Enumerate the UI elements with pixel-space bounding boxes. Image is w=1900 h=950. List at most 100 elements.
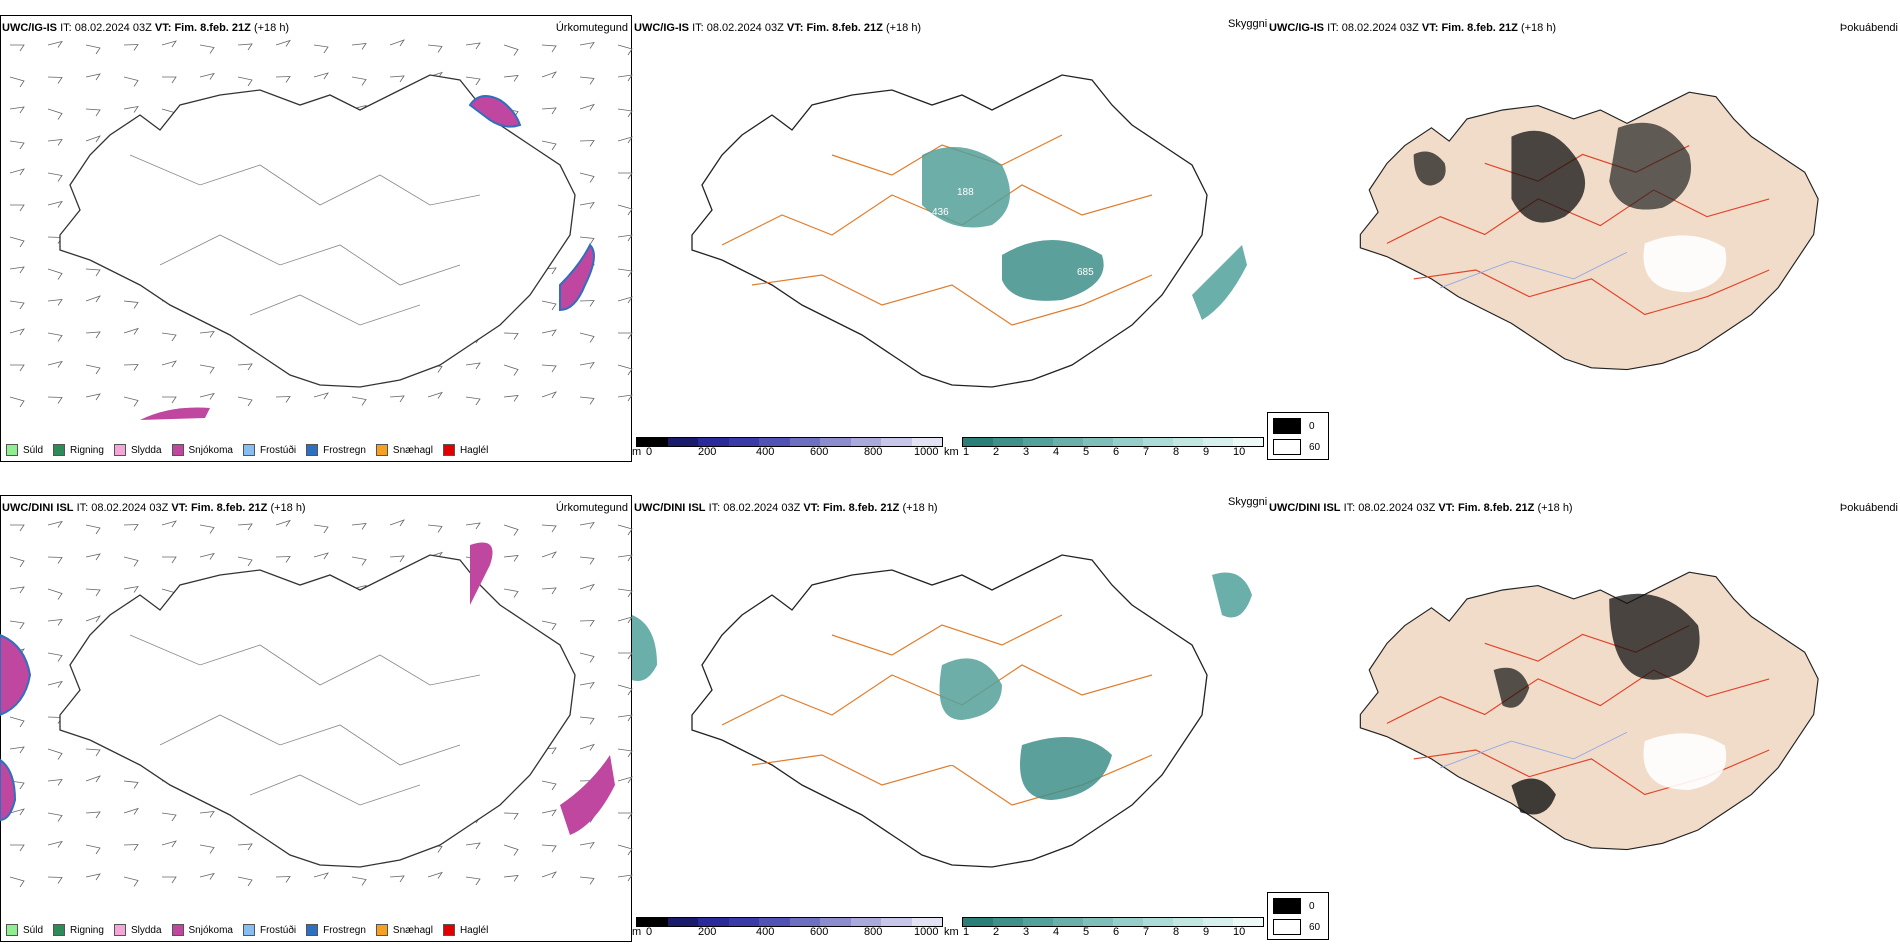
visibility-tick: 5 [1083, 926, 1090, 938]
wind-barb [579, 743, 595, 751]
wind-barb [162, 556, 177, 564]
wind-barb [389, 39, 406, 47]
wind-barb [199, 364, 215, 374]
wind-barb [275, 76, 291, 83]
wind-barb [617, 714, 633, 722]
wind-barb [10, 204, 25, 212]
wind-barb [10, 44, 25, 52]
wind-barb [427, 391, 443, 399]
run-header: UWC/DINI ISL IT: 08.02.2024 03Z VT: Fim.… [1269, 502, 1573, 514]
wind-barb [541, 551, 558, 559]
legend-item: Snæhagl [375, 444, 433, 456]
panel-title-precip: Úrkomutegund [555, 22, 628, 34]
wind-barb [47, 748, 63, 760]
cloud-panel-row1: UWC/IG-IS IT: 08.02.2024 03Z VT: Fim. 8.… [632, 0, 1267, 470]
wind-barb [579, 556, 595, 565]
wind-barb [617, 874, 633, 882]
wind-barb [541, 140, 557, 151]
it-label: IT: [1327, 22, 1339, 34]
wind-barb [389, 555, 405, 563]
legend-swatch [442, 444, 455, 456]
legend-label: Frostregn [323, 444, 366, 456]
vis-patch-3 [1192, 245, 1247, 320]
wind-barb [579, 521, 595, 529]
vt-label: VT: [171, 502, 188, 514]
visibility-tick: 8 [1173, 926, 1180, 938]
wind-barb [47, 556, 63, 564]
wind-barb [503, 555, 519, 562]
wind-barb [541, 620, 557, 631]
visibility-tick: 2 [993, 446, 1000, 458]
fog-swatch [1273, 919, 1301, 935]
legend-swatch [375, 924, 388, 936]
wind-barb [617, 268, 633, 278]
wind-barb [541, 364, 557, 373]
legend-swatch [53, 444, 66, 456]
wind-barb [617, 136, 633, 144]
wind-barb [579, 332, 595, 343]
vis-patch-1 [922, 147, 1010, 228]
iceland-map-cloud: 363 201 [632, 554, 1252, 868]
it-value: 08.02.2024 03Z [706, 22, 784, 34]
wind-barb [47, 172, 63, 182]
fog-legend-row: 60 [1273, 439, 1323, 455]
wind-barb [579, 361, 595, 369]
wind-barb [617, 74, 633, 82]
wind-barb [503, 875, 519, 882]
visibility-tick: 7 [1143, 446, 1150, 458]
cloud-base-unit: m [632, 926, 642, 938]
panel-title-cloud: Skyggni [1228, 18, 1268, 30]
lead-time: (+18 h) [253, 22, 290, 34]
cloud-base-tick: 600 [810, 926, 829, 938]
wind-barb [541, 44, 557, 53]
wind-barb [161, 840, 177, 848]
run-header: UWC/IG-IS IT: 08.02.2024 03Z VT: Fim. 8.… [1269, 22, 1556, 34]
visibility-tick: 4 [1053, 926, 1060, 938]
wind-barb [617, 44, 633, 56]
legend-swatch [375, 444, 388, 456]
model-name: UWC/IG-IS [634, 22, 689, 34]
legend-swatch [113, 924, 126, 936]
cloud-base-colorbar [636, 437, 943, 447]
legend-item: Súld [6, 924, 43, 936]
snow-patch-e [559, 243, 595, 312]
visibility-tick: 8 [1173, 446, 1180, 458]
wind-barb [199, 811, 215, 818]
cloud-base-label: 436 [932, 207, 949, 218]
wind-barb [47, 76, 63, 84]
wind-barb [503, 812, 519, 820]
iceland-outline [59, 74, 576, 388]
wind-barb [47, 652, 63, 662]
model-name: UWC/DINI ISL [1269, 502, 1341, 514]
wind-barb [123, 807, 139, 815]
cloud-base-tick: 1000 [914, 446, 939, 458]
wind-barb [9, 76, 25, 88]
panel-title-cloud: Skyggni [1228, 496, 1268, 508]
wind-barb [503, 844, 519, 856]
wind-barb [579, 103, 595, 111]
visibility-colorbar [962, 917, 1264, 927]
wind-barb [541, 71, 558, 79]
wind-barb [618, 172, 633, 180]
legend-swatch [6, 444, 18, 456]
wind-barb [161, 40, 177, 48]
wind-barb [123, 524, 139, 531]
wind-barb [47, 299, 63, 306]
precip-panel-row2: UWC/DINI ISL IT: 08.02.2024 03Z VT: Fim.… [0, 480, 633, 950]
visibility-tick: 4 [1053, 446, 1060, 458]
wind-barb [351, 876, 367, 886]
wind-barb [85, 135, 102, 143]
fog-panel-row2: UWC/DINI ISL IT: 08.02.2024 03Z VT: Fim.… [1267, 480, 1900, 950]
wind-barb [351, 556, 367, 566]
wind-barb [617, 588, 633, 598]
wind-barb [9, 106, 25, 114]
legend-label: Slydda [130, 924, 162, 936]
wind-barb [389, 519, 406, 527]
wind-barb [618, 652, 633, 660]
wind-barb [237, 396, 253, 407]
fog-swatch [1273, 898, 1301, 914]
wind-barb [123, 585, 139, 593]
run-header: UWC/IG-IS IT: 08.02.2024 03Z VT: Fim. 8.… [634, 22, 921, 34]
vt-value: Fim. 8.feb. 21Z [806, 22, 883, 34]
it-value: 08.02.2024 03Z [723, 502, 801, 514]
